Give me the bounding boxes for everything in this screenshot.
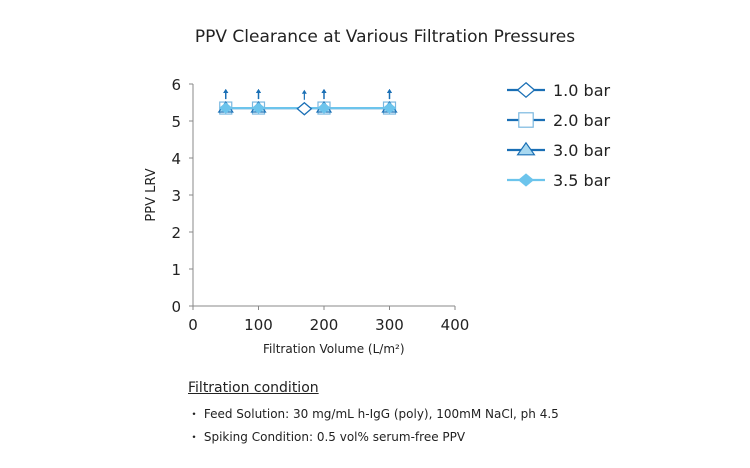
x-tick-label: 300 xyxy=(375,316,404,334)
chart-title: PPV Clearance at Various Filtration Pres… xyxy=(195,27,575,47)
chart-svg: PPV Clearance at Various Filtration Pres… xyxy=(144,27,610,356)
y-tick-label: 1 xyxy=(171,261,181,279)
condition-text: Feed Solution: 30 mg/mL h-IgG (poly), 10… xyxy=(203,407,559,421)
greater-than-arrowhead xyxy=(256,89,261,94)
greater-than-arrowhead xyxy=(321,89,327,94)
greater-than-arrowhead xyxy=(387,89,392,94)
triangle-marker xyxy=(516,141,536,156)
filled-diamond-marker xyxy=(251,102,266,114)
y-tick-label: 5 xyxy=(171,113,181,131)
condition-item: ・ Feed Solution: 30 mg/mL h-IgG (poly), … xyxy=(188,407,559,421)
greater-than-arrowhead xyxy=(223,89,229,94)
filled-diamond-marker xyxy=(518,173,534,187)
x-axis-label: Filtration Volume (L/m²) xyxy=(263,342,405,356)
greater-than-arrowhead xyxy=(301,89,307,94)
y-tick-label: 2 xyxy=(171,224,181,242)
condition-item: ・ Spiking Condition: 0.5 vol% serum-free… xyxy=(188,430,466,444)
x-tick-label: 400 xyxy=(441,316,470,334)
condition-text: Spiking Condition: 0.5 vol% serum-free P… xyxy=(203,430,466,444)
x-tick-label: 200 xyxy=(310,316,339,334)
filled-diamond-marker xyxy=(218,102,233,114)
filled-diamond-marker xyxy=(382,102,397,114)
legend-label: 3.5 bar xyxy=(553,171,610,190)
y-tick-label: 6 xyxy=(171,76,181,94)
diamond-marker xyxy=(296,101,313,116)
square-marker xyxy=(518,112,534,128)
y-tick-label: 3 xyxy=(171,187,181,205)
legend-label: 2.0 bar xyxy=(553,111,610,130)
diamond-marker xyxy=(516,81,536,99)
legend-label: 3.0 bar xyxy=(553,141,610,160)
y-tick-label: 4 xyxy=(171,150,181,168)
conditions-heading: Filtration condition xyxy=(188,380,319,396)
x-tick-label: 0 xyxy=(188,316,198,334)
y-axis-label: PPV LRV xyxy=(144,168,159,221)
x-tick-label: 100 xyxy=(244,316,273,334)
filled-diamond-marker xyxy=(317,102,331,114)
legend-label: 1.0 bar xyxy=(553,81,610,100)
y-tick-label: 0 xyxy=(171,298,181,316)
